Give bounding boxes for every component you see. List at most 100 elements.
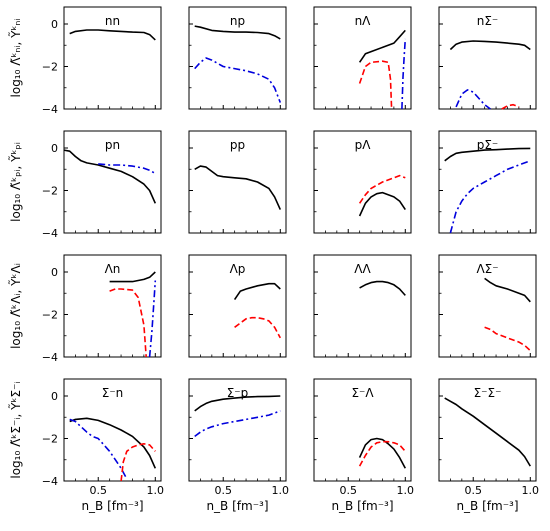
- series-line-black: [194, 25, 281, 40]
- row-y-axis-label: log₁₀ Λ̃ᵏΛᵢ, ỸᵏΛᵢ: [8, 263, 23, 349]
- panel-title: nΛ: [355, 14, 372, 28]
- panel-frame: [63, 378, 162, 482]
- x-axis-label: n_B [fm⁻³]: [206, 499, 268, 513]
- series-line-black: [358, 29, 406, 63]
- panel-grid: nn 0 −2 −4 np nΛ nΣ⁻ pn 0 −2 −4 pp pΛ pΣ⁻ Λn 0 −2 −4 Λp ΛΛ Λ…: [8, 6, 540, 513]
- series-line-blue: [194, 410, 281, 438]
- panel-9: Λn 0 −2 −4: [42, 254, 162, 364]
- panel-title: Σ⁻Σ⁻: [474, 386, 502, 400]
- x-axis-label: n_B [fm⁻³]: [331, 499, 393, 513]
- x-tick-label: 0.5: [89, 484, 107, 497]
- y-tick-label: −2: [42, 185, 58, 198]
- series-line-blue: [194, 57, 282, 103]
- series-line-red: [120, 442, 156, 482]
- x-tick-label: 1.0: [522, 484, 540, 497]
- y-tick-label: −4: [42, 103, 58, 116]
- x-axis-label: n_B [fm⁻³]: [81, 499, 143, 513]
- panel-7: pΛ: [313, 130, 412, 234]
- panel-frame: [63, 6, 162, 110]
- series-line-red: [234, 316, 282, 339]
- panel-frame: [188, 130, 287, 234]
- panel-title: np: [230, 14, 245, 28]
- series-line-black: [359, 280, 406, 296]
- panel-title: Λn: [105, 262, 121, 276]
- panel-frame: [188, 378, 287, 482]
- series-line-blue: [69, 418, 128, 480]
- y-tick-label: 0: [51, 266, 58, 279]
- x-axis-label: n_B [fm⁻³]: [456, 499, 518, 513]
- panel-frame: [188, 254, 287, 358]
- row-y-axis-label: log₁₀ Λ̃ᵏₚᵢ, Ỹᵏₚᵢ: [8, 142, 23, 222]
- series-line-black: [69, 29, 156, 41]
- panel-16: Σ⁻Σ⁻ 0.5 1.0 n_B [fm⁻³]: [438, 378, 540, 513]
- y-tick-label: −4: [42, 351, 58, 364]
- panel-frame: [63, 254, 162, 358]
- panel-title: pΛ: [355, 138, 372, 152]
- series-line-black: [444, 397, 531, 467]
- panel-3: nΛ: [313, 6, 412, 110]
- series-line-black: [233, 282, 281, 301]
- x-tick-label: 0.5: [339, 484, 357, 497]
- series-line-blue: [148, 280, 157, 358]
- x-tick-label: 1.0: [272, 484, 290, 497]
- panel-1: nn 0 −2 −4: [42, 6, 162, 116]
- panel-frame: [438, 6, 537, 110]
- row-y-axis-label: log₁₀ Λ̃ᵏΣ⁻ᵢ, ỸᵏΣ⁻ᵢ: [8, 381, 23, 478]
- series-line-black: [444, 147, 531, 162]
- panel-title: Σ⁻n: [102, 386, 124, 400]
- panel-title: ΛΣ⁻: [476, 262, 498, 276]
- y-tick-label: −2: [42, 61, 58, 74]
- panel-title: Λp: [230, 262, 246, 276]
- panel-title: Σ⁻p: [227, 386, 249, 400]
- panel-15: Σ⁻Λ 0.5 1.0 n_B [fm⁻³]: [313, 378, 415, 513]
- panel-frame: [63, 130, 162, 234]
- panel-2: np: [188, 6, 287, 110]
- series-line-black: [194, 395, 281, 412]
- series-line-black: [358, 191, 406, 217]
- panel-4: nΣ⁻: [438, 6, 537, 110]
- x-tick-label: 1.0: [397, 484, 415, 497]
- panel-frame: [313, 254, 412, 358]
- panel-11: ΛΛ: [313, 254, 412, 358]
- series-line-black: [449, 40, 531, 51]
- series-line-red: [501, 103, 520, 110]
- y-tick-label: −4: [42, 475, 58, 488]
- panel-6: pp: [188, 130, 287, 234]
- row-y-axis-label: log₁₀ Λ̃ᵏₙᵢ, Ỹᵏₙᵢ: [8, 19, 23, 98]
- series-line-red: [109, 288, 147, 358]
- series-line-red: [484, 326, 531, 352]
- y-tick-label: −2: [42, 433, 58, 446]
- panel-13: Σ⁻n 0 −2 −4 0.5 1.0 n_B [fm⁻³]: [42, 378, 165, 513]
- panel-12: ΛΣ⁻: [438, 254, 537, 358]
- series-line-black: [484, 277, 531, 303]
- panel-14: Σ⁻p 0.5 1.0 n_B [fm⁻³]: [188, 378, 290, 513]
- series-line-black: [109, 271, 156, 283]
- y-tick-label: 0: [51, 142, 58, 155]
- panel-title: pΣ⁻: [477, 138, 499, 152]
- panel-5: pn 0 −2 −4: [42, 130, 162, 240]
- y-tick-label: 0: [51, 18, 58, 31]
- x-tick-label: 1.0: [147, 484, 165, 497]
- panel-title: nn: [105, 14, 120, 28]
- panel-title: pn: [105, 138, 120, 152]
- series-line-blue: [449, 160, 531, 234]
- panel-frame: [188, 6, 287, 110]
- series-line-red: [358, 440, 406, 467]
- panel-frame: [313, 130, 412, 234]
- panel-title: Σ⁻Λ: [351, 386, 374, 400]
- panel-title: ΛΛ: [354, 262, 371, 276]
- series-line-black: [69, 417, 157, 469]
- series-line-red: [358, 60, 393, 110]
- panel-8: pΣ⁻: [438, 130, 537, 234]
- series-line-black: [63, 149, 157, 204]
- series-line-red: [358, 174, 406, 204]
- panel-10: Λp: [188, 254, 287, 358]
- panel-frame: [438, 378, 537, 482]
- y-tick-label: −4: [42, 227, 58, 240]
- panel-frame: [438, 130, 537, 234]
- panel-title: pp: [230, 138, 245, 152]
- y-tick-label: −2: [42, 309, 58, 322]
- x-tick-label: 0.5: [214, 484, 232, 497]
- panel-frame: [313, 6, 412, 110]
